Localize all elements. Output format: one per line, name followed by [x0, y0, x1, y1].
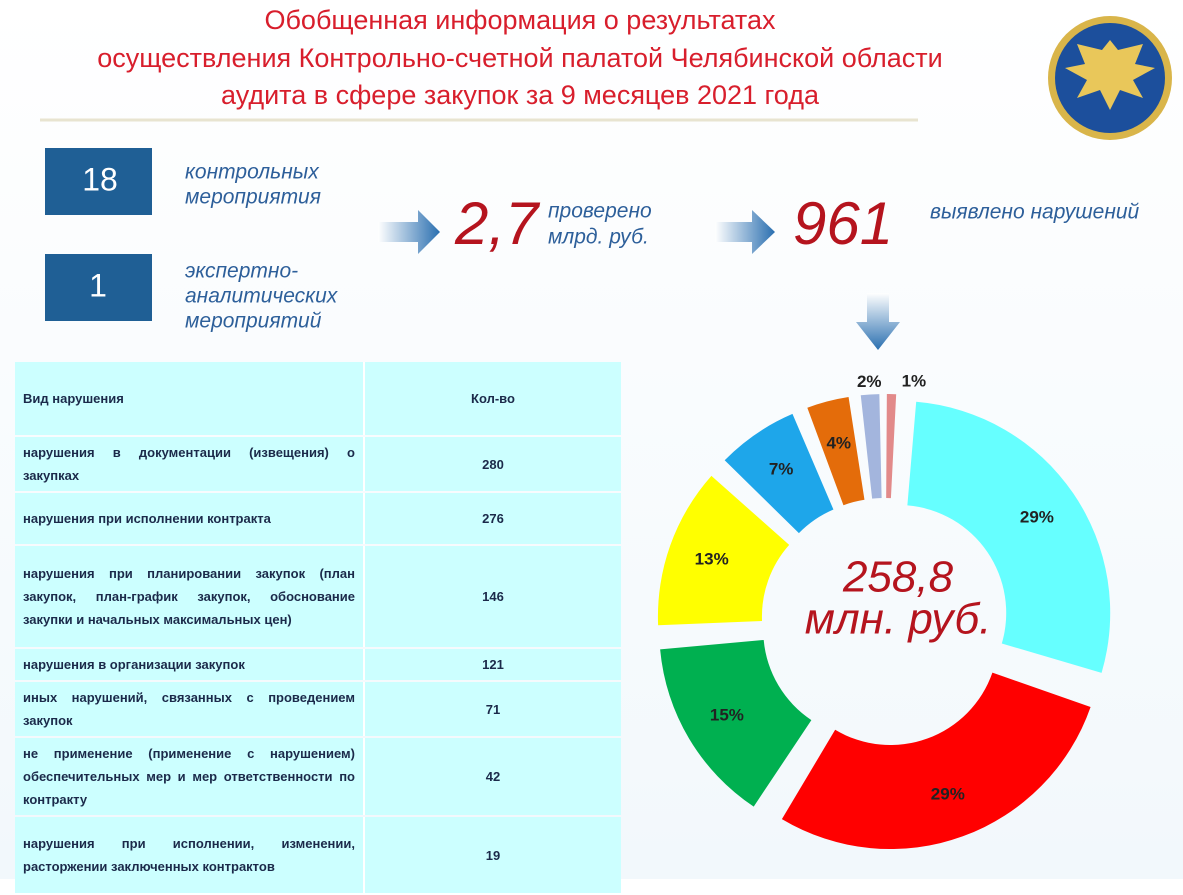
violations-label: выявлено нарушений	[930, 201, 1140, 224]
table-row: нарушения при исполнении, изменении, рас…	[15, 817, 621, 893]
table-cell: 121	[363, 649, 621, 680]
title-line: аудита в сфере закупок за 9 месяцев 2021…	[221, 80, 820, 110]
count-label: мероприятий	[185, 310, 322, 333]
table-cell: нарушения при исполнении, изменении, рас…	[15, 817, 363, 893]
data-label: 2%	[857, 372, 882, 391]
data-label: 29%	[931, 784, 965, 803]
table-cell: 71	[363, 682, 621, 736]
table-row: не применение (применение с нарушением) …	[15, 738, 621, 815]
emblem	[1048, 16, 1172, 140]
data-label: 1%	[902, 372, 927, 391]
donut-segment	[724, 413, 834, 534]
data-label: 29%	[1020, 508, 1054, 527]
table-cell: нарушения при планировании закупок (план…	[15, 546, 363, 647]
data-label: 13%	[695, 550, 729, 569]
data-label: 4%	[826, 433, 851, 452]
donut-segment	[907, 401, 1111, 673]
table-cell: иных нарушений, связанных с проведением …	[15, 682, 363, 736]
table-row: нарушения при планировании закупок (план…	[15, 546, 621, 647]
donut-segment	[660, 639, 812, 807]
table-cell: не применение (применение с нарушением) …	[15, 738, 363, 815]
center-label: млн. руб.	[805, 595, 992, 644]
table-cell: Кол-во	[363, 362, 621, 435]
count-label: контрольных	[185, 161, 320, 184]
table-row: иных нарушений, связанных с проведением …	[15, 682, 621, 736]
violations-value: 961	[793, 190, 893, 257]
center-label: 258,8	[842, 553, 954, 602]
arrow	[856, 293, 900, 350]
table-row: нарушения при исполнении контракта 276	[15, 493, 621, 544]
table-cell: нарушения в документации (извещения) о з…	[15, 437, 363, 491]
data-label: 7%	[769, 460, 794, 479]
title-line: Обобщенная информация о результатах	[264, 5, 776, 35]
checked-label: проверено	[548, 200, 652, 223]
count-box	[45, 148, 152, 215]
table-cell: 19	[363, 817, 621, 893]
donut-segment	[781, 672, 1091, 850]
checked-label: млрд. руб.	[548, 226, 649, 249]
table-row: нарушения в организации закупок 121	[15, 649, 621, 680]
count-box	[45, 254, 152, 321]
donut-segment	[807, 397, 865, 506]
table-cell: 276	[363, 493, 621, 544]
violations-table: Вид нарушения Кол-во нарушения в документа…	[15, 360, 621, 895]
donut-segment	[860, 394, 882, 499]
count-label: аналитических	[185, 285, 339, 308]
table-cell: 280	[363, 437, 621, 491]
table-cell: 146	[363, 546, 621, 647]
count-label: экспертно-	[185, 260, 298, 283]
table-header: Вид нарушения Кол-во	[15, 362, 621, 435]
donut-segment	[886, 394, 897, 499]
arrow	[378, 210, 440, 254]
count: 18	[82, 161, 118, 197]
donut-segment	[657, 475, 790, 626]
arrow	[715, 210, 775, 254]
checked-value: 2,7	[454, 190, 541, 257]
table-cell: Вид нарушения	[15, 362, 363, 435]
table-cell: нарушения в организации закупок	[15, 649, 363, 680]
count-label: мероприятия	[185, 186, 321, 209]
table-cell: нарушения при исполнении контракта	[15, 493, 363, 544]
table-row: нарушения в документации (извещения) о з…	[15, 437, 621, 491]
count: 1	[89, 267, 107, 303]
data-label: 15%	[710, 706, 744, 725]
table-cell: 42	[363, 738, 621, 815]
title-line: осуществления Контрольно-счетной палатой…	[97, 43, 943, 73]
